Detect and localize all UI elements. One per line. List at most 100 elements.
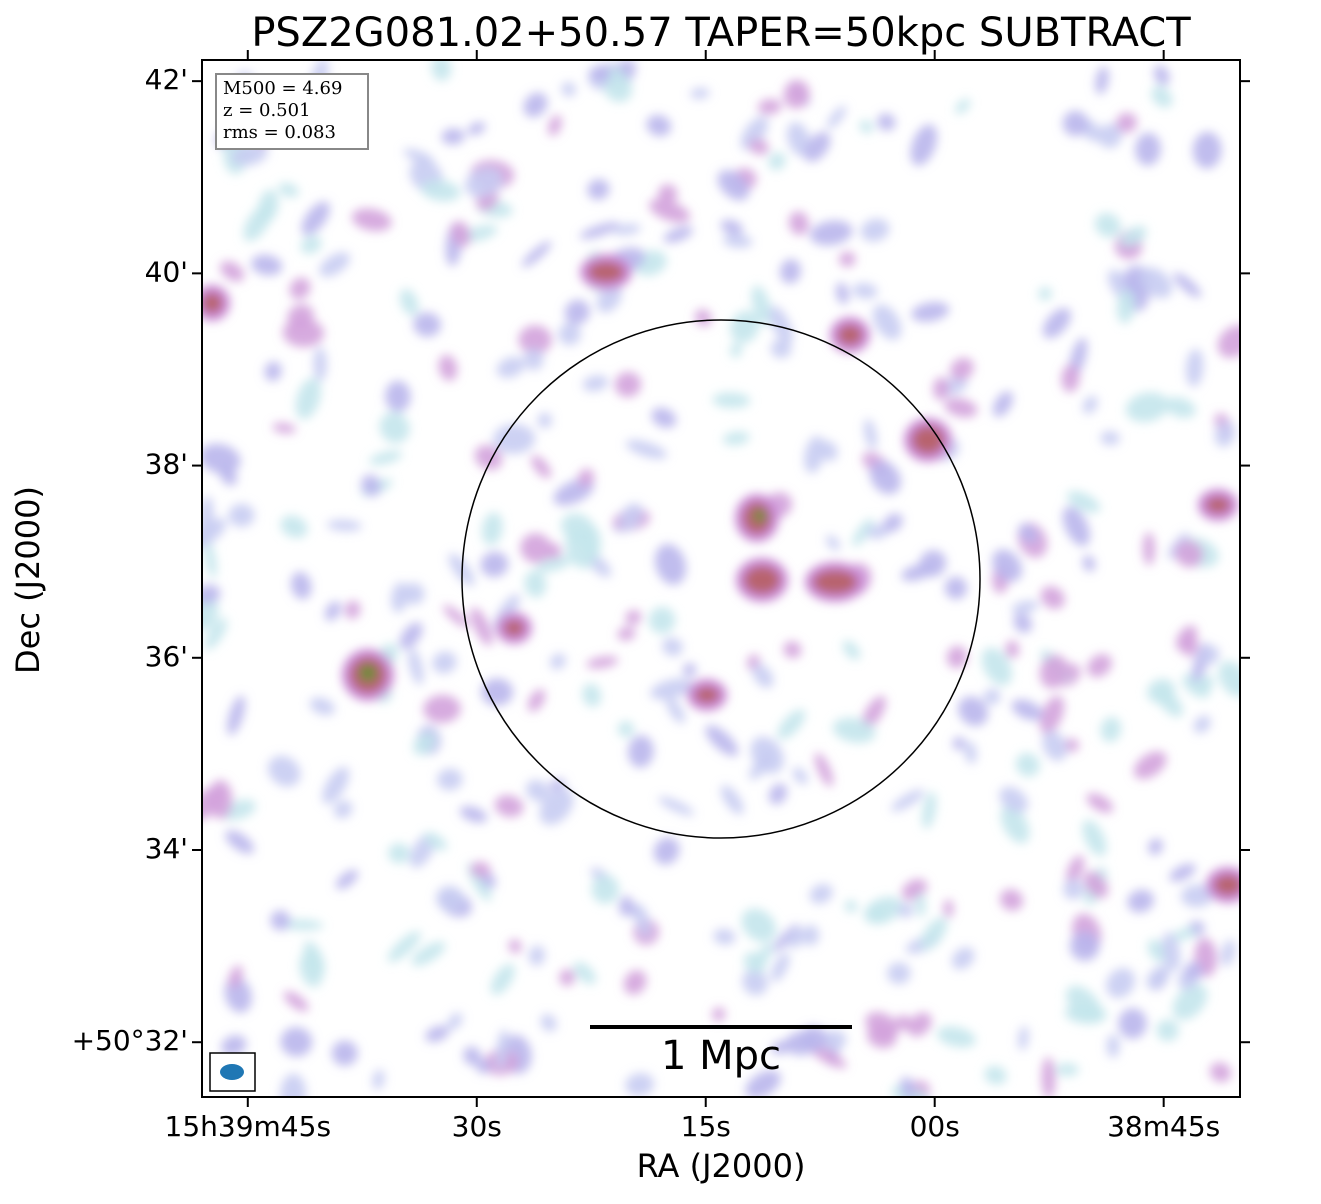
emission-blob	[1005, 640, 1020, 659]
emission-blob	[1214, 421, 1236, 447]
emission-blob	[447, 1012, 463, 1030]
emission-blob	[324, 601, 342, 621]
emission-blob	[617, 627, 636, 641]
emission-blob	[1201, 646, 1220, 666]
y-tick-label: 42'	[145, 63, 188, 96]
emission-blob	[301, 201, 330, 236]
emission-blob	[521, 241, 552, 268]
y-axis-label: Dec (J2000)	[9, 486, 47, 674]
emission-blob	[662, 637, 683, 656]
emission-blob	[278, 182, 299, 198]
emission-blob	[900, 1076, 916, 1097]
emission-blob	[1153, 65, 1170, 86]
emission-blob	[898, 902, 914, 918]
emission-blob	[860, 218, 890, 242]
info-box	[215, 73, 369, 150]
emission-blob	[1135, 132, 1161, 166]
emission-blob	[694, 309, 712, 327]
emission-blob	[814, 752, 834, 787]
emission-blob	[1151, 86, 1173, 108]
emission-blob	[319, 252, 350, 277]
emission-blob	[1184, 961, 1204, 981]
emission-blob	[508, 939, 522, 954]
emission-blob	[648, 606, 676, 634]
emission-blob	[1106, 968, 1135, 999]
emission-blob	[1041, 1056, 1056, 1097]
emission-blob	[852, 283, 878, 299]
emission-blob	[951, 947, 975, 970]
emission-blob	[219, 465, 238, 486]
x-tick-label: 15h39m45s	[165, 1110, 332, 1143]
emission-blob	[950, 357, 974, 381]
emission-blob	[268, 755, 301, 787]
y-tick-label: 40'	[145, 255, 188, 288]
emission-blob	[524, 570, 547, 598]
emission-blob	[537, 412, 552, 429]
emission-blob	[1042, 730, 1067, 761]
emission-core	[753, 509, 767, 523]
emission-blob	[1146, 965, 1170, 989]
emission-blob	[839, 251, 856, 267]
emission-blob	[536, 556, 572, 573]
emission-blob	[1182, 673, 1211, 698]
emission-blob	[425, 1025, 450, 1043]
emission-blob	[943, 899, 954, 918]
emission-blob	[712, 1007, 726, 1022]
emission-blob	[1120, 225, 1147, 248]
emission-blob	[289, 277, 311, 300]
emission-blob	[712, 392, 751, 408]
emission-blob	[333, 800, 353, 819]
emission-blob	[1221, 939, 1236, 967]
emission-blob	[946, 645, 968, 669]
emission-blob	[441, 128, 465, 145]
emission-blob	[1172, 927, 1197, 941]
emission-blob	[1066, 985, 1102, 1023]
emission-blob	[204, 618, 228, 650]
emission-blob	[221, 1035, 247, 1056]
emission-blob	[786, 122, 811, 157]
emission-blob	[861, 695, 886, 730]
emission-blob	[1039, 654, 1069, 689]
emission-blob	[617, 721, 635, 738]
emission-blob	[777, 709, 806, 740]
emission-blob	[646, 114, 672, 137]
annotation: z = 0.501	[223, 100, 311, 121]
emission-blob	[208, 779, 233, 819]
emission-blob	[1209, 1062, 1232, 1083]
emission-blob	[821, 1030, 847, 1051]
emission-blob	[650, 678, 693, 700]
emission-blob	[481, 678, 514, 706]
emission-blob	[1156, 1019, 1179, 1042]
emission-blob	[525, 779, 549, 802]
emission-blob	[228, 503, 255, 527]
y-tick-label: 38'	[145, 448, 188, 481]
emission-blob	[300, 235, 322, 254]
emission-blob	[625, 1073, 655, 1097]
emission-blob	[264, 361, 282, 382]
emission-blob	[372, 1069, 385, 1090]
emission-blob	[921, 791, 937, 829]
emission-blob	[423, 832, 448, 851]
emission-blob	[614, 371, 642, 398]
emission-blob	[730, 310, 760, 344]
emission-blob	[225, 830, 255, 854]
beam	[220, 1064, 244, 1080]
emission-blob	[1039, 695, 1065, 735]
emission-blob	[809, 220, 853, 246]
emission-blob	[1106, 1034, 1120, 1058]
emission-blob	[1011, 699, 1044, 721]
emission-blob	[531, 455, 552, 479]
emission-blob	[443, 604, 469, 628]
emission-blob	[1217, 324, 1240, 358]
emission-blob	[1097, 123, 1122, 149]
emission-blob	[202, 594, 219, 631]
emission-blob	[420, 179, 461, 202]
emission-blob	[920, 917, 948, 950]
emission-blob	[952, 736, 966, 751]
y-tick-label: 34'	[145, 832, 188, 865]
emission-blob	[290, 571, 312, 600]
emission-blob	[752, 663, 774, 688]
emission-blob	[490, 963, 515, 995]
emission-blob	[653, 837, 680, 865]
emission-blob	[745, 1070, 781, 1097]
